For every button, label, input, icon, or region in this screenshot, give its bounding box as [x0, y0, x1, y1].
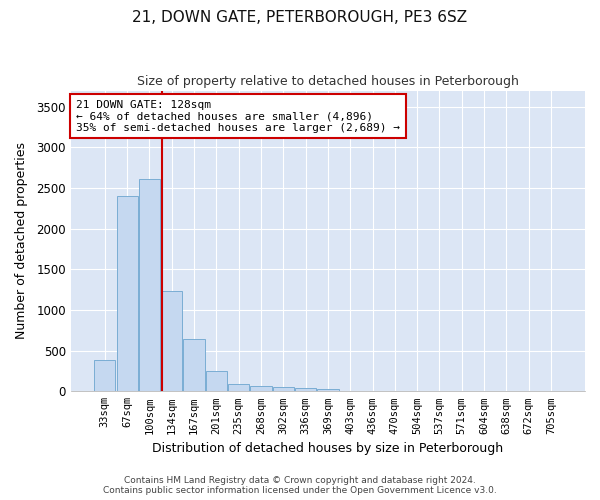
X-axis label: Distribution of detached houses by size in Peterborough: Distribution of detached houses by size … — [152, 442, 503, 455]
Bar — [295, 388, 316, 392]
Bar — [228, 384, 249, 392]
Bar — [94, 360, 115, 392]
Bar — [184, 340, 205, 392]
Title: Size of property relative to detached houses in Peterborough: Size of property relative to detached ho… — [137, 75, 519, 88]
Bar — [250, 386, 272, 392]
Bar — [139, 179, 160, 392]
Bar — [272, 387, 294, 392]
Text: Contains HM Land Registry data © Crown copyright and database right 2024.
Contai: Contains HM Land Registry data © Crown c… — [103, 476, 497, 495]
Bar — [206, 370, 227, 392]
Text: 21, DOWN GATE, PETERBOROUGH, PE3 6SZ: 21, DOWN GATE, PETERBOROUGH, PE3 6SZ — [133, 10, 467, 25]
Bar — [161, 290, 182, 392]
Text: 21 DOWN GATE: 128sqm
← 64% of detached houses are smaller (4,896)
35% of semi-de: 21 DOWN GATE: 128sqm ← 64% of detached h… — [76, 100, 400, 133]
Bar — [116, 196, 137, 392]
Y-axis label: Number of detached properties: Number of detached properties — [15, 142, 28, 340]
Bar — [317, 390, 338, 392]
